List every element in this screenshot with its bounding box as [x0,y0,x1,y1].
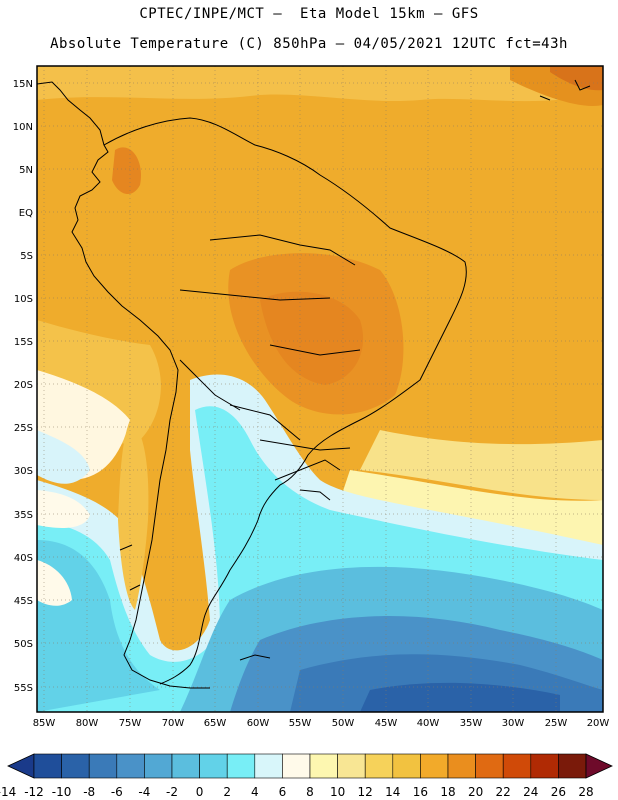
colorbar-tick-label: 2 [223,785,231,799]
lon-label: 70W [162,718,185,729]
temperature-field [37,66,603,712]
colorbar-cell [392,753,421,779]
lon-label: 30W [502,718,525,729]
coastlines [37,79,591,689]
colorbar-cell [88,753,118,779]
lat-label: 25S [14,423,33,434]
colorbar-tick-label: -14 [0,785,16,799]
map-frame [36,65,604,713]
colorbar-cell [420,753,449,779]
lat-label: 15N [13,79,33,90]
colorbar-tick-label: 4 [251,785,259,799]
colorbar-low-arrow [7,753,35,779]
colorbar-cell [475,753,504,779]
colorbar-cell [199,753,228,779]
colorbar-tick-label: 20 [468,785,483,799]
lat-label: 20S [14,380,33,391]
lat-label: EQ [19,208,33,219]
lat-label: 5S [20,251,33,262]
colorbar-cell [447,753,476,779]
lat-label: 10S [14,294,33,305]
colorbar-cell [309,753,338,779]
lon-label: 20W [587,718,610,729]
lat-label: 50S [14,639,33,650]
colorbar-cell [337,753,366,779]
chart-title-line-1: CPTEC/INPE/MCT – Eta Model 15km – GFS [139,6,479,22]
colorbar-cell [530,753,559,779]
colorbar-cell [61,753,90,779]
lat-label: 35S [14,510,33,521]
colorbar-cell [502,753,532,779]
colorbar-tick-label: -12 [24,785,44,799]
colorbar-high-arrow [585,753,613,779]
colorbar-tick-label: 28 [578,785,593,799]
lon-label: 55W [289,718,312,729]
colorbar-tick-label: 18 [440,785,455,799]
colorbar-cell [33,753,62,779]
colorbar-tick-label: 0 [196,785,204,799]
lat-label: 30S [14,466,33,477]
lon-label: 25W [545,718,568,729]
lon-label: 85W [33,718,56,729]
colorbar-tick-label: -8 [83,785,95,799]
lat-label: 55S [14,683,33,694]
colorbar-tick-label: 24 [523,785,538,799]
colorbar-tick-label: 12 [358,785,373,799]
lon-label: 50W [332,718,355,729]
colorbar-cell [116,753,145,779]
colorbar-cell [282,753,311,779]
latitude-axis: 15N 10N 5N EQ 5S 10S 15S 20S 25S 30S 35S… [13,79,33,694]
colorbar-cell [558,753,587,779]
colorbar-cell [144,753,173,779]
colorbar-tick-label: 6 [279,785,287,799]
colorbar-tick-label: 14 [385,785,400,799]
colorbar-tick-label: 10 [330,785,345,799]
lat-label: 15S [14,337,33,348]
colorbar-tick-label: 16 [413,785,428,799]
lon-label: 80W [76,718,99,729]
lat-label: 5N [19,165,33,176]
lon-label: 60W [247,718,270,729]
lon-label: 40W [417,718,440,729]
chart-title-line-2: Absolute Temperature (C) 850hPa – 04/05/… [50,36,568,52]
lat-label: 10N [13,122,33,133]
lat-label: 45S [14,596,33,607]
colorbar-tick-label: 26 [551,785,566,799]
colorbar-tick-label: -6 [111,785,123,799]
colorbar-tick-label: -2 [166,785,178,799]
longitude-axis: 85W 80W 75W 70W 65W 60W 55W 50W 45W 40W … [33,718,610,729]
colorbar-tick-label: -10 [52,785,72,799]
lon-label: 35W [460,718,483,729]
lon-label: 65W [204,718,227,729]
colorbar-cell [226,753,256,779]
lat-label: 40S [14,553,33,564]
colorbar: -14-12-10-8-6-4-202468101214161820222426… [0,753,613,799]
lon-label: 75W [119,718,142,729]
colorbar-tick-label: 8 [306,785,314,799]
colorbar-cell [254,753,283,779]
lon-label: 45W [375,718,398,729]
colorbar-cell [364,753,394,779]
colorbar-tick-label: -4 [138,785,150,799]
colorbar-tick-label: 22 [496,785,511,799]
colorbar-cell [171,753,200,779]
